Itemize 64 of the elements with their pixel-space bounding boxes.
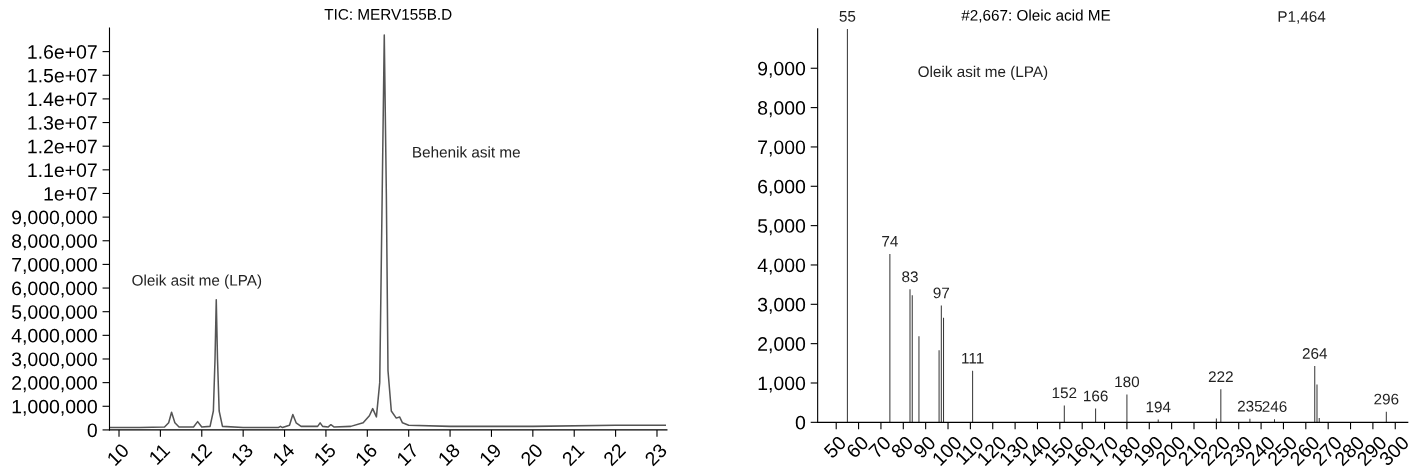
chart-title: TIC: MERV155B.D <box>324 8 452 20</box>
annotation: 111 <box>962 352 984 364</box>
x-tick-label: 11 <box>148 442 171 465</box>
x-tick-label: 21 <box>561 442 585 467</box>
x-tick-label: 80 <box>890 435 915 459</box>
y-tick-label: 1.3e+07 <box>28 116 97 130</box>
x-tick-label: 70 <box>867 435 892 459</box>
y-tick-label: 1.4e+07 <box>28 92 97 107</box>
y-tick-label: 1.6e+07 <box>28 45 97 59</box>
annotation: 74 <box>882 236 898 247</box>
y-tick-label: 8,000 <box>758 101 806 118</box>
annotation: 246 <box>1262 401 1287 412</box>
x-tick-label: 50 <box>823 435 848 459</box>
y-tick-label: 4,000,000 <box>11 328 97 345</box>
annotation: 83 <box>902 271 918 283</box>
annotation: 152 <box>1052 387 1077 399</box>
annotation: 180 <box>1115 376 1140 388</box>
x-tick-label: 10 <box>106 442 130 467</box>
annotation: 166 <box>1084 390 1108 402</box>
y-tick-label: 6,000 <box>758 179 806 196</box>
y-tick-label: 9,000 <box>758 61 806 78</box>
x-tick-label: 14 <box>272 442 296 466</box>
annotation: 55 <box>839 11 856 22</box>
y-tick-label: 2,000 <box>758 337 806 354</box>
y-tick-label: 1e+07 <box>44 186 97 201</box>
y-tick-label: 1.2e+07 <box>28 139 97 154</box>
y-tick-label: 1.5e+07 <box>28 68 97 83</box>
y-tick-label: 1.1e+07 <box>28 163 97 178</box>
y-tick-label: 1,000 <box>758 376 806 393</box>
y-tick-label: 5,000,000 <box>11 305 97 322</box>
y-tick-label: 0 <box>795 415 806 430</box>
x-tick-label: 12 <box>189 442 213 466</box>
y-tick-label: 6,000,000 <box>12 281 97 298</box>
y-tick-label: 0 <box>87 423 97 438</box>
y-tick-label: 4,000 <box>757 258 806 275</box>
y-tick-label: 7,000 <box>758 140 806 157</box>
x-tick-label: 17 <box>396 442 420 466</box>
annotation: Oleik asit me (LPA) <box>132 274 262 289</box>
annotation: 264 <box>1302 348 1328 359</box>
annotation: 235 <box>1237 400 1263 412</box>
y-tick-label: 3,000,000 <box>11 352 97 369</box>
x-tick-label: 16 <box>354 442 379 467</box>
annotation: 222 <box>1208 371 1233 382</box>
y-tick-label: 2,000,000 <box>12 376 97 393</box>
y-tick-label: 1,000,000 <box>12 399 97 416</box>
x-tick-label: 18 <box>437 442 461 467</box>
y-tick-label: 9,000,000 <box>12 210 97 227</box>
annotation: Behenik asit me <box>413 146 520 158</box>
annotation: Oleik asit me (LPA) <box>918 65 1048 81</box>
x-tick-label: 22 <box>602 442 627 467</box>
x-tick-label: 19 <box>478 442 503 467</box>
y-tick-label: 7,000,000 <box>12 257 97 274</box>
y-tick-label: 3,000 <box>757 297 806 314</box>
x-tick-label: 13 <box>230 442 254 467</box>
x-tick-label: 15 <box>313 442 337 467</box>
y-tick-label: 8,000,000 <box>12 234 97 251</box>
annotation: 97 <box>933 287 950 299</box>
y-tick-label: 5,000 <box>757 219 806 236</box>
x-tick-label: 20 <box>519 442 544 467</box>
annotation: 194 <box>1146 401 1171 413</box>
chart-title: #2,667: Oleic acid ME <box>961 9 1111 23</box>
annotation: 296 <box>1374 393 1399 405</box>
text: P1,464 <box>1278 11 1326 24</box>
x-tick-label: 23 <box>643 442 668 467</box>
